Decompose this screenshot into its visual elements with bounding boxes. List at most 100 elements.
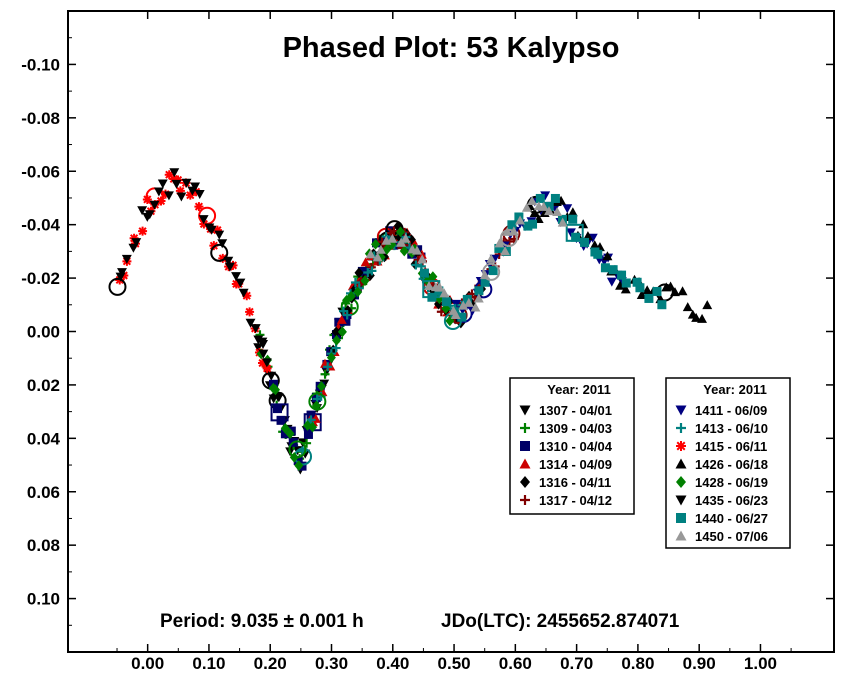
data-point [293, 456, 303, 466]
legend-label: 1450 - 07/06 [695, 529, 768, 544]
data-point [218, 253, 228, 263]
legend-left-box [509, 377, 635, 515]
data-point [652, 286, 662, 296]
data-point [375, 244, 386, 254]
data-point [589, 240, 600, 250]
data-point [582, 231, 593, 241]
data-point [527, 196, 538, 206]
x-tick-label: 0.00 [131, 654, 164, 673]
legend-marker [676, 513, 686, 523]
data-point [257, 358, 267, 368]
data-point [250, 324, 261, 334]
data-point [217, 239, 228, 249]
legend-marker [676, 441, 686, 451]
data-point [470, 302, 481, 312]
data-point [486, 253, 497, 263]
data-point [365, 249, 376, 259]
data-point [606, 277, 617, 287]
data-point [316, 380, 326, 392]
data-point [376, 251, 386, 263]
y-tick-label: 0.00 [27, 323, 60, 342]
data-point [258, 349, 269, 359]
data-point [657, 300, 667, 310]
data-point [488, 266, 498, 276]
legend-marker [676, 423, 686, 433]
legend-label: 1314 - 04/09 [539, 457, 612, 472]
data-point [131, 238, 142, 248]
legend-left-title: Year: 2011 [547, 382, 611, 397]
data-point [164, 170, 174, 180]
data-point [169, 174, 179, 184]
data-point [617, 270, 627, 280]
legend-left: Year: 2011 1307 - 04/01 1309 - 04/03 1310 … [509, 377, 635, 515]
legend-right-box [665, 377, 791, 549]
data-point [479, 270, 490, 280]
x-tick-label: 0.40 [376, 654, 409, 673]
data-point [261, 358, 272, 368]
data-point [372, 252, 383, 262]
data-point [144, 210, 155, 220]
data-point [117, 268, 127, 278]
legend-right-title: Year: 2011 [703, 382, 767, 397]
chart-title: Phased Plot: 53 Kalypso [283, 32, 620, 64]
legend-marker [520, 423, 530, 433]
data-point [245, 318, 256, 328]
legend-marker [675, 405, 687, 416]
data-point [682, 302, 693, 312]
data-point [602, 251, 613, 261]
data-point-open [210, 243, 229, 262]
data-point [450, 310, 461, 320]
data-point [253, 335, 264, 345]
data-point [400, 233, 411, 243]
data-point [578, 219, 589, 229]
legend-label: 1307 - 04/01 [539, 403, 612, 418]
data-point [258, 339, 268, 349]
data-point [363, 268, 373, 278]
data-point [354, 267, 364, 279]
legend-right: Year: 2011 1411 - 06/09 1413 - 06/10 1415 … [665, 377, 791, 549]
data-point [238, 288, 249, 298]
legend-marker [520, 495, 530, 505]
data-point [169, 168, 180, 178]
data-point [387, 233, 398, 243]
data-point [176, 192, 187, 202]
data-point [121, 254, 132, 264]
data-point [702, 300, 713, 310]
data-point-open [108, 277, 127, 296]
data-point [411, 260, 421, 270]
y-tick-label: 0.08 [27, 536, 60, 555]
y-tick-label: 0.06 [27, 483, 60, 502]
data-point [331, 326, 341, 338]
legend-label: 1316 - 04/11 [539, 475, 611, 490]
data-point [294, 460, 304, 471]
data-point [642, 285, 653, 295]
data-point [235, 278, 246, 288]
data-point [320, 369, 330, 379]
data-point [538, 201, 549, 211]
data-point [632, 277, 642, 287]
x-tick-label: 0.80 [621, 654, 654, 673]
data-point [473, 293, 484, 303]
data-point [500, 246, 511, 256]
data-point [428, 271, 438, 283]
data-point [280, 422, 290, 434]
legend-marker [675, 495, 687, 506]
data-point [185, 190, 195, 200]
data-point [371, 238, 381, 250]
data-point [445, 315, 455, 327]
y-tick-label: -0.06 [21, 162, 60, 181]
legend-marker [520, 441, 530, 451]
data-point [568, 214, 578, 224]
epoch-label: JDo(LTC): 2455652.874071 [441, 611, 680, 632]
data-point [194, 190, 205, 200]
data-point [336, 314, 347, 324]
data-point-open [288, 440, 307, 459]
data-point [138, 226, 148, 236]
data-point [474, 286, 484, 296]
legend-marker [675, 458, 687, 469]
data-point [367, 266, 377, 276]
data-point [463, 297, 474, 307]
data-point [562, 204, 573, 214]
data-point [424, 281, 435, 291]
